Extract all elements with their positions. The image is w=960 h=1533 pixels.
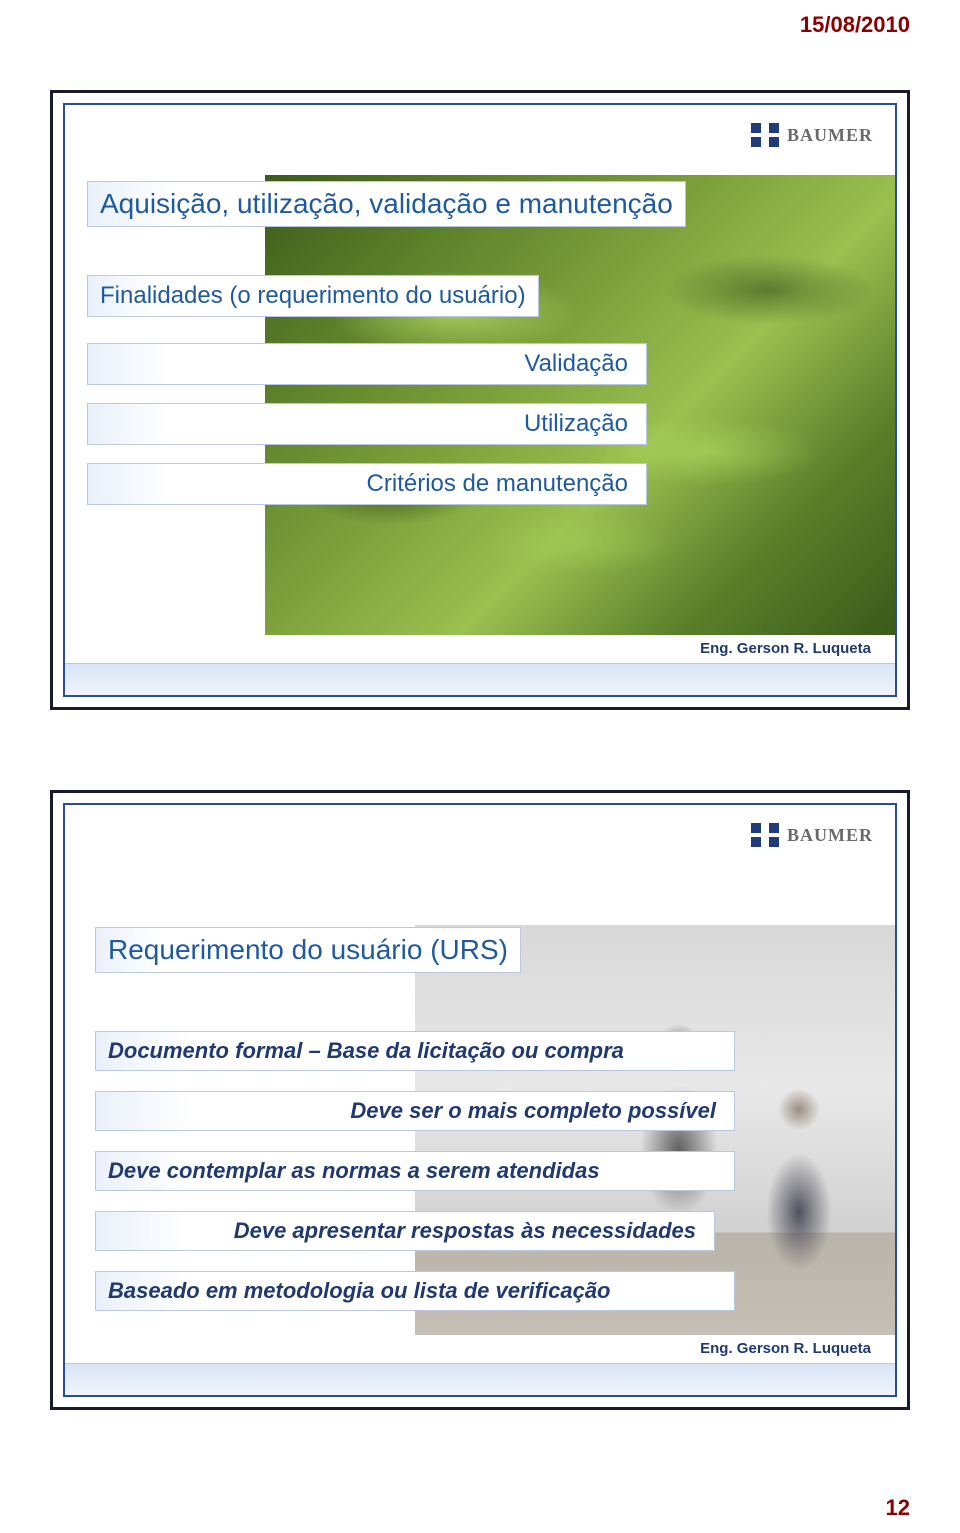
page-number: 12: [886, 1495, 910, 1521]
slide-1-row-1: Validação: [87, 343, 647, 385]
row-text: Baseado em metodologia ou lista de verif…: [108, 1278, 611, 1303]
brand-logo: BAUMER: [751, 123, 873, 147]
slide-1-footer-bar: [65, 663, 895, 695]
row-text: Deve ser o mais completo possível: [350, 1098, 716, 1123]
brand-logo: BAUMER: [751, 823, 873, 847]
slide-2-row-4: Deve apresentar respostas às necessidade…: [95, 1211, 715, 1251]
page-date: 15/08/2010: [800, 12, 910, 38]
row-text: Deve contemplar as normas a serem atendi…: [108, 1158, 600, 1183]
slide-2-author: Eng. Gerson R. Luqueta: [694, 1338, 877, 1359]
slide-2-row-5: Baseado em metodologia ou lista de verif…: [95, 1271, 735, 1311]
slide-1-subtitle: Finalidades (o requerimento do usuário): [87, 275, 539, 317]
slide-1-row-2: Utilização: [87, 403, 647, 445]
row-text: Documento formal – Base da licitação ou …: [108, 1038, 624, 1063]
slide-1-row-3: Critérios de manutenção: [87, 463, 647, 505]
slide-2-footer-bar: [65, 1363, 895, 1395]
slide-1-title: Aquisição, utilização, validação e manut…: [87, 181, 686, 227]
logo-text: BAUMER: [787, 825, 873, 846]
logo-text: BAUMER: [787, 125, 873, 146]
slide-2-title: Requerimento do usuário (URS): [95, 927, 521, 973]
slide-2: BAUMER Requerimento do usuário (URS) Doc…: [50, 790, 910, 1410]
slide-2-row-1: Documento formal – Base da licitação ou …: [95, 1031, 735, 1071]
slide-2-row-2: Deve ser o mais completo possível: [95, 1091, 735, 1131]
slide-2-inner: BAUMER Requerimento do usuário (URS) Doc…: [63, 803, 897, 1397]
logo-mark-icon: [751, 123, 779, 147]
slide-2-row-3: Deve contemplar as normas a serem atendi…: [95, 1151, 735, 1191]
logo-mark-icon: [751, 823, 779, 847]
slide-1-author: Eng. Gerson R. Luqueta: [694, 638, 877, 659]
slide-1: BAUMER Aquisição, utilização, validação …: [50, 90, 910, 710]
slide-1-inner: BAUMER Aquisição, utilização, validação …: [63, 103, 897, 697]
row-text: Deve apresentar respostas às necessidade…: [234, 1218, 696, 1243]
